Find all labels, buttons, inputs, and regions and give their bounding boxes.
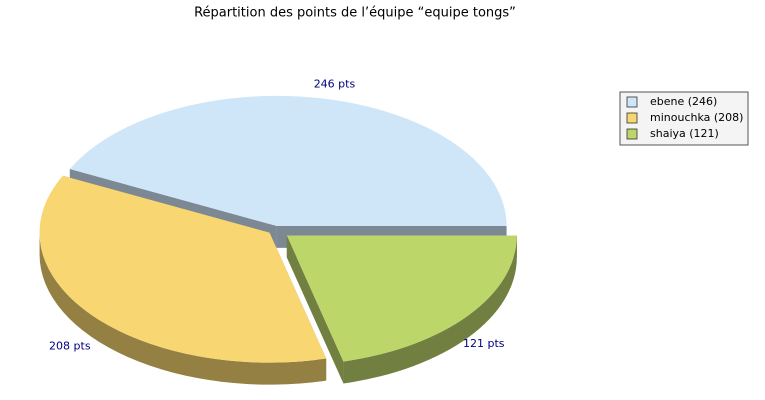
slice [286, 235, 517, 362]
value-label: 121 pts [463, 337, 505, 350]
slice-rim [343, 235, 517, 384]
legend-swatch [626, 96, 638, 108]
chart-title: Répartition des points de l’équipe “equi… [194, 6, 516, 21]
legend-label: minouchka (208) [650, 111, 743, 124]
slice-rim [39, 232, 327, 385]
legend-box [619, 91, 749, 146]
legend-swatch [626, 128, 638, 140]
slice [39, 175, 327, 363]
value-label: 246 pts [314, 77, 356, 90]
legend-label: shaiya (121) [650, 127, 719, 140]
legend-swatch [626, 112, 638, 124]
value-label: 208 pts [49, 339, 91, 352]
slice [69, 95, 507, 226]
legend-label: ebene (246) [650, 95, 717, 108]
slice-wall [286, 235, 344, 384]
